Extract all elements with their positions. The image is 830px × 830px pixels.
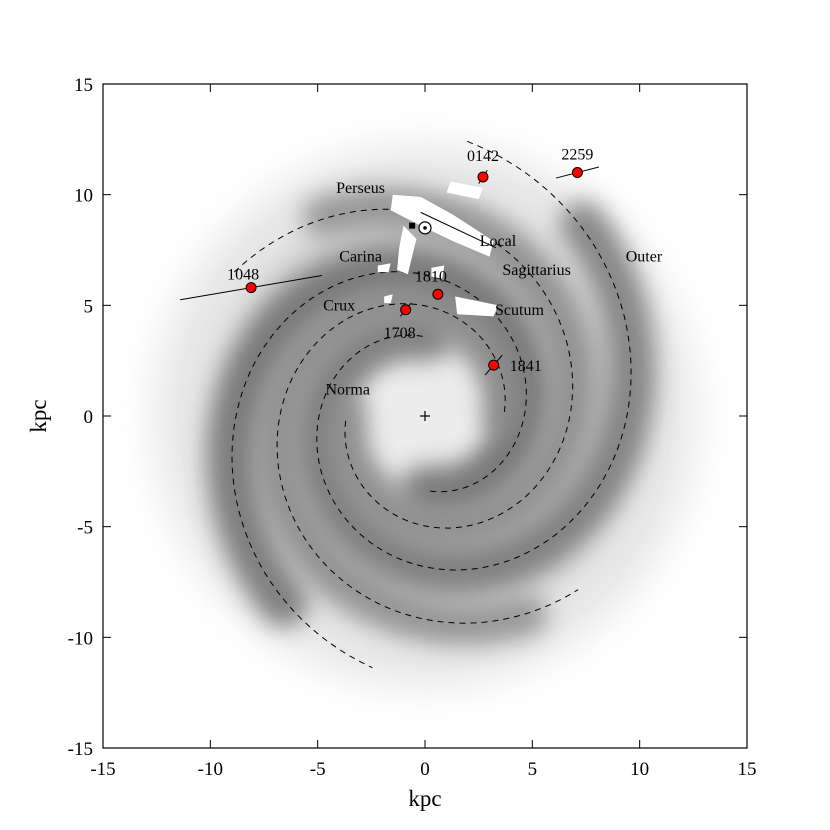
local-cloud-3 [397,225,417,275]
y-tick-label: -5 [77,518,93,539]
dashed-arm-2 [316,140,632,571]
local-cloud-6 [431,265,445,279]
y-tick-label: -10 [68,628,93,649]
source-label-1048: 1048 [227,267,259,284]
density-arm-3 [257,284,548,645]
source-label-1841: 1841 [510,358,542,375]
y-axis-title: kpc [26,399,51,432]
source-markers: 0142 2259 1048 1810 1708 1841 [180,147,600,421]
x-tick-label: -15 [90,759,115,780]
y-tick-label: 0 [84,407,94,428]
source-label-1810: 1810 [415,268,447,285]
source-label-2259: 2259 [561,147,593,164]
arm-label-scutum: Scutum [495,302,544,319]
sun-square-marker [409,222,416,229]
local-cloud-5 [377,263,391,273]
density-arm-1 [207,248,550,627]
local-cloud-2 [446,181,483,200]
arm-labels: Perseus Local Carina Sagittarius Outer Crux Sc… [323,180,663,398]
source-label-1708: 1708 [384,325,416,342]
density-arm-2 [294,201,656,593]
source-point-0142 [477,171,489,183]
axis-ticks: -15 -10 -5 0 5 10 15 -15 -10 -5 0 5 10 15 [68,75,757,780]
arm-label-crux: Crux [323,297,355,314]
y-tick-label: 5 [84,296,94,317]
source-point-1708 [400,304,412,316]
source-label-0142: 0142 [467,148,499,165]
x-tick-label: 0 [420,759,430,780]
dashed-arm-3 [276,303,579,624]
x-tick-label: 15 [738,759,757,780]
arm-label-perseus: Perseus [336,180,385,197]
arm-label-norma: Norma [326,381,370,398]
arm-label-sagittarius: Sagittarius [502,262,570,279]
local-arm-stroke [420,211,497,249]
local-cloud-patches [377,181,498,317]
y-tick-label: 15 [74,75,93,96]
local-cloud-1 [390,194,494,257]
source-point-1841 [488,359,500,371]
source-point-1048 [245,282,257,294]
x-tick-label: -10 [198,759,223,780]
sun-dot [423,226,427,230]
x-axis-title: kpc [408,786,441,811]
x-tick-label: 10 [630,759,649,780]
source-point-1810 [432,288,444,300]
source-point-2259 [571,167,583,179]
y-tick-label: -15 [68,739,93,760]
x-tick-label: 5 [528,759,538,780]
arm-label-outer: Outer [626,249,663,266]
arm-label-carina: Carina [339,249,382,266]
x-tick-label: -5 [310,759,326,780]
arm-label-local: Local [480,233,517,250]
local-cloud-7 [384,294,393,304]
local-cloud-4 [455,296,498,317]
y-tick-label: 10 [74,186,93,207]
